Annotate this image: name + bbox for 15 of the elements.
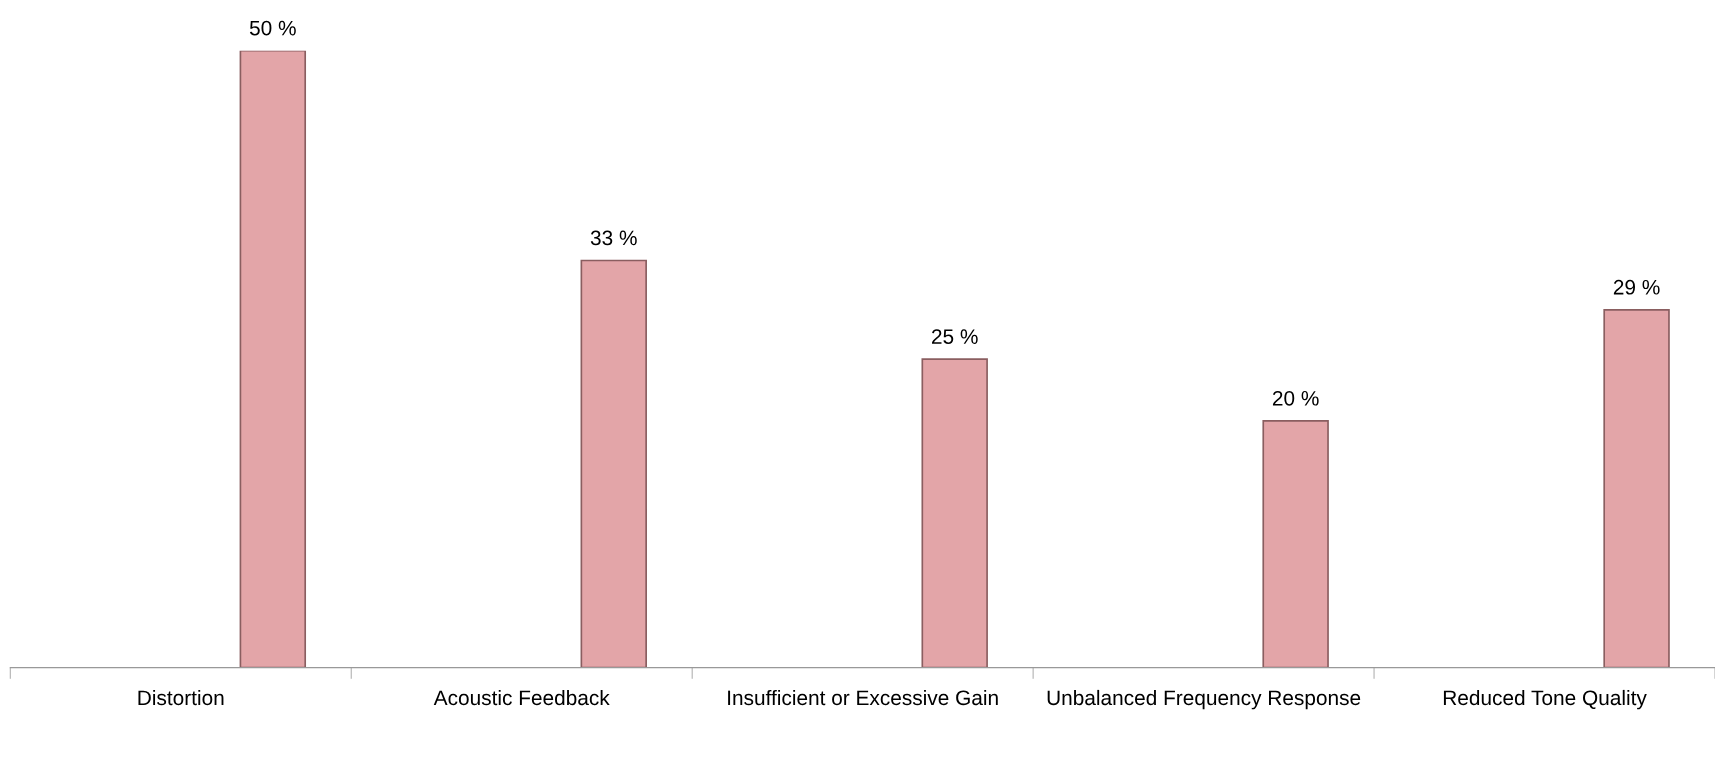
data-label: 29 % xyxy=(1613,279,1660,295)
bar xyxy=(921,358,988,668)
x-tick-label: Unbalanced Frequency Response xyxy=(1047,689,1361,710)
data-label: 20 % xyxy=(1272,390,1319,406)
x-tick-label: Reduced Tone Quality xyxy=(1443,689,1647,710)
x-tick-label: Insufficient or Excessive Gain xyxy=(728,689,998,706)
data-label: 50 % xyxy=(249,20,296,36)
data-label: 25 % xyxy=(932,329,978,344)
x-tick-label: Distortion xyxy=(138,689,224,706)
bar xyxy=(580,259,647,668)
bar xyxy=(1603,309,1670,668)
data-label: 33 % xyxy=(590,230,637,246)
bar xyxy=(239,50,307,668)
bar xyxy=(1262,420,1329,668)
x-tick-label: Acoustic Feedback xyxy=(433,689,610,706)
